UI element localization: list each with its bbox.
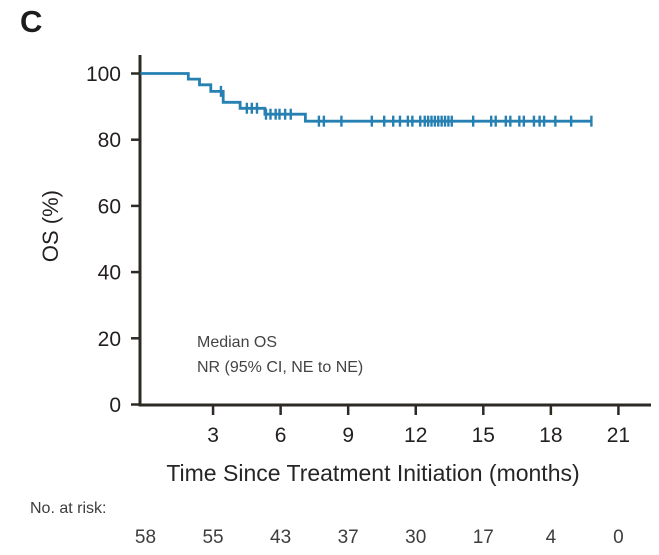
median-os-annotation: Median OS NR (95% CI, NE to NE) (197, 330, 363, 380)
y-tick-label: 0 (109, 394, 121, 417)
at-risk-count: 30 (405, 527, 426, 548)
x-tick-label: 21 (607, 424, 630, 447)
at-risk-count: 37 (338, 527, 359, 548)
y-tick-label: 60 (98, 195, 121, 218)
annotation-line-2: NR (95% CI, NE to NE) (197, 359, 364, 376)
x-tick-label: 6 (275, 424, 287, 447)
at-risk-count: 58 (135, 527, 156, 548)
at-risk-count: 0 (613, 527, 624, 548)
x-tick-label: 12 (404, 424, 427, 447)
x-tick-label: 3 (207, 424, 219, 447)
y-tick-label: 40 (98, 262, 121, 285)
x-tick-label: 15 (472, 424, 495, 447)
annotation-line-1: Median OS (197, 334, 278, 351)
x-tick-label: 18 (539, 424, 562, 447)
at-risk-count: 17 (473, 527, 494, 548)
at-risk-count: 43 (270, 527, 291, 548)
at-risk-label: No. at risk: (30, 500, 107, 517)
x-tick-label: 9 (342, 424, 354, 447)
os-curve-path (140, 72, 593, 123)
y-tick-label: 80 (98, 129, 121, 152)
at-risk-count: 4 (546, 527, 557, 548)
x-axis-title: Time Since Treatment Initiation (months) (166, 460, 580, 486)
y-tick-label: 100 (86, 63, 121, 86)
y-tick-label: 20 (98, 328, 121, 351)
at-risk-count: 55 (202, 527, 223, 548)
panel-label: C (20, 4, 43, 39)
